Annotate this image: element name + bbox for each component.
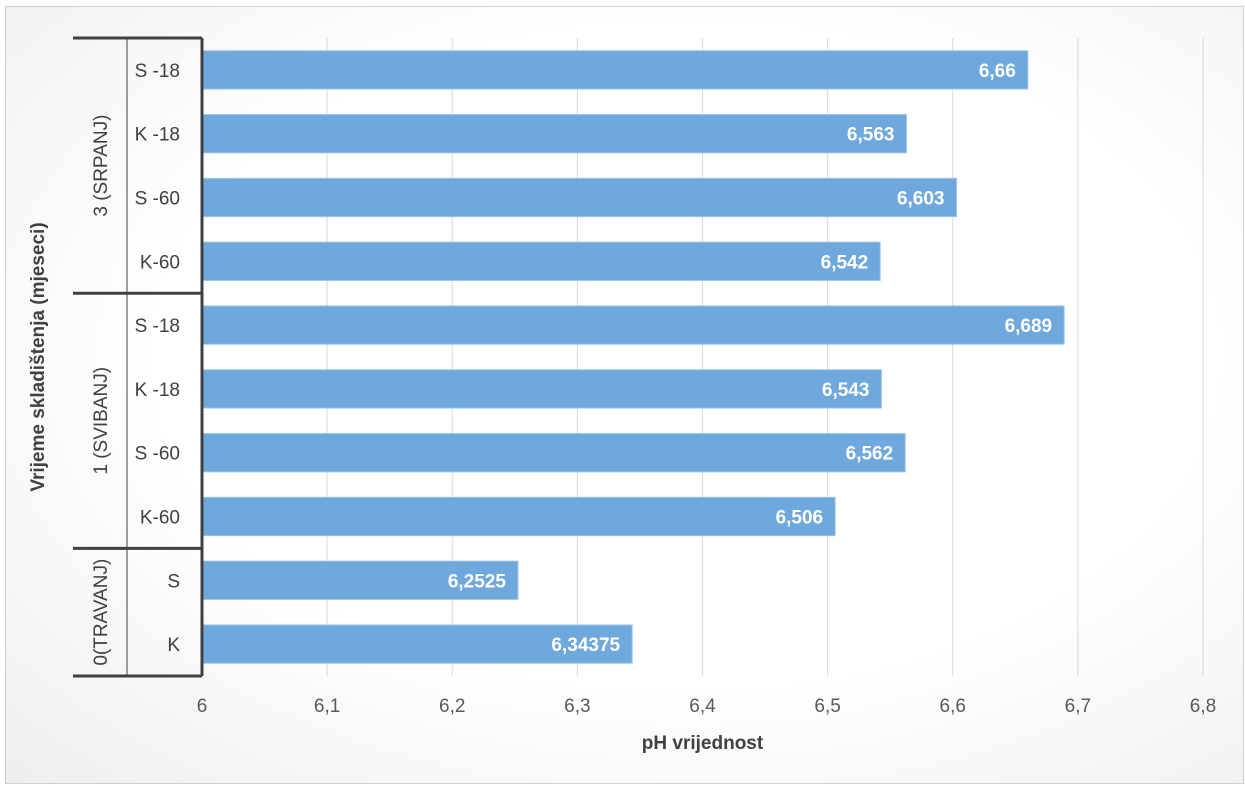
x-axis-title: pH vrijednost	[642, 733, 764, 754]
category-label: K-60	[140, 252, 180, 273]
bar	[201, 433, 906, 473]
data-label: 6,34375	[551, 635, 620, 656]
x-tick-label: 6,2	[439, 696, 465, 717]
x-tick-label: 6,1	[314, 696, 340, 717]
bar	[201, 241, 881, 281]
bar	[201, 369, 882, 409]
x-tick-label: 6,4	[689, 696, 716, 717]
bar	[201, 305, 1065, 345]
bar	[201, 560, 519, 600]
data-label: 6,563	[847, 125, 895, 146]
data-label: 6,2525	[448, 571, 507, 592]
category-label: S -18	[135, 316, 180, 337]
y-axis-title: Vrijeme skladištenja (mjeseci)	[28, 222, 49, 491]
category-label: K -18	[135, 125, 180, 146]
category-label: S	[167, 571, 180, 592]
bar	[201, 50, 1029, 90]
data-label: 6,506	[776, 508, 824, 529]
category-label: S -60	[135, 444, 180, 465]
x-tick-label: 6,6	[940, 696, 966, 717]
data-label: 6,66	[979, 61, 1016, 82]
x-tick-label: 6,3	[564, 696, 590, 717]
data-label: 6,543	[822, 380, 870, 401]
x-tick-label: 6,8	[1190, 696, 1216, 717]
category-label: S -60	[135, 189, 180, 210]
group-label: 3 (SRPANJ)	[91, 115, 112, 217]
category-label: S -18	[135, 61, 180, 82]
category-label: K-60	[140, 508, 180, 529]
bar	[201, 114, 907, 154]
data-label: 6,689	[1005, 316, 1053, 337]
group-label: 0(TRAVANJ)	[91, 559, 112, 666]
data-label: 6,542	[821, 252, 869, 273]
x-tick-label: 6,7	[1065, 696, 1091, 717]
bar	[201, 177, 958, 218]
data-label: 6,562	[846, 444, 894, 465]
x-tick-label: 6,5	[814, 696, 840, 717]
group-label: 1 (SVIBANJ)	[91, 367, 112, 475]
bar	[201, 624, 633, 664]
category-label: K	[167, 635, 180, 656]
x-tick-label: 6	[197, 696, 208, 717]
category-label: K -18	[135, 380, 180, 401]
bar	[201, 496, 836, 537]
data-label: 6,603	[897, 189, 945, 210]
